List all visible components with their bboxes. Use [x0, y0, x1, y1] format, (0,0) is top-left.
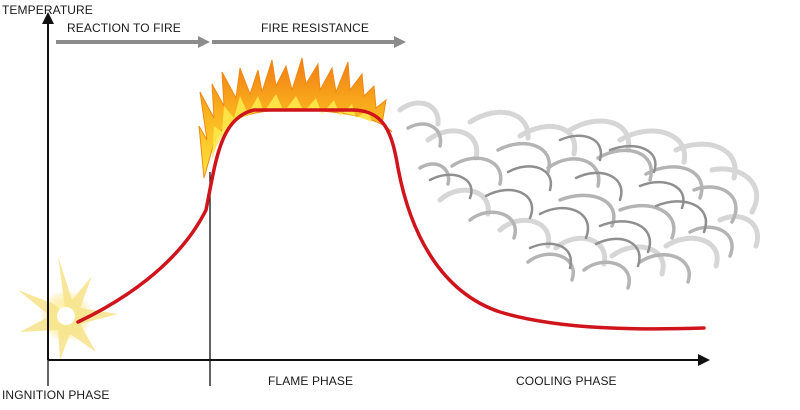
smoke-cloud-illustration [397, 100, 761, 290]
axes [42, 12, 710, 386]
y-axis-arrowhead [42, 12, 54, 24]
flame-phase-label: FLAME PHASE [268, 374, 354, 388]
reaction-band-arrowhead [198, 36, 210, 48]
ignition-phase-label: INGNITION PHASE [2, 388, 110, 402]
fire-resistance-label: FIRE RESISTANCE [261, 21, 369, 35]
ignition-spark-illustration [18, 256, 118, 360]
y-axis-label: TEMPERATURE [2, 3, 93, 17]
flames-illustration [198, 57, 393, 179]
x-axis-arrowhead [698, 354, 710, 366]
reaction-to-fire-band [56, 36, 210, 48]
temperature-curve [76, 108, 706, 331]
resistance-band-arrowhead [394, 36, 406, 48]
fire-resistance-band [212, 36, 406, 48]
reaction-to-fire-label: REACTION TO FIRE [67, 21, 181, 35]
cooling-phase-label: COOLING PHASE [516, 374, 617, 388]
